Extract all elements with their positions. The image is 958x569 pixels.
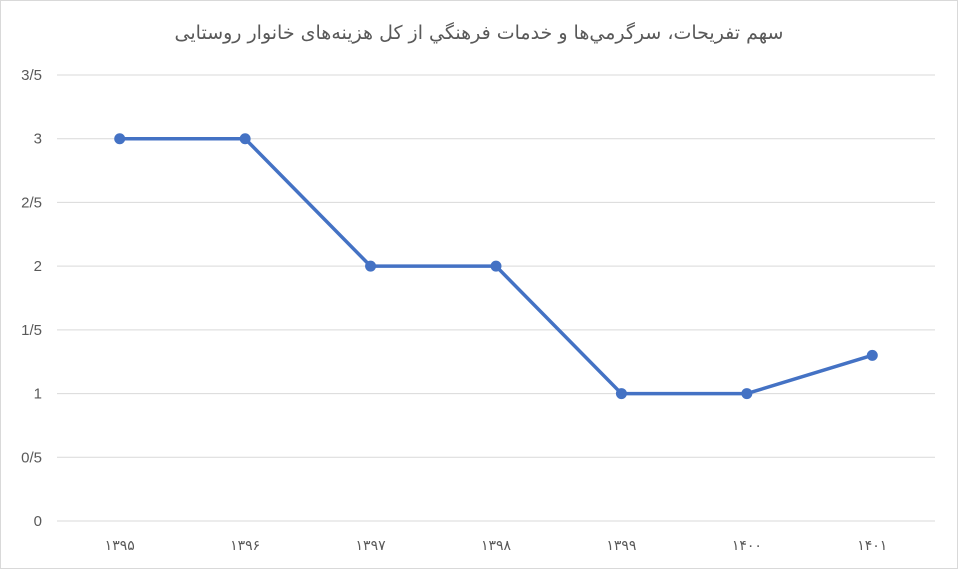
x-tick-label: ۱۴۰۰ — [732, 538, 762, 554]
y-tick-label: 3 — [34, 131, 42, 148]
y-tick-label: 2/5 — [21, 194, 42, 211]
data-point — [741, 388, 753, 400]
x-tick-label: ۱۳۹۸ — [481, 538, 512, 554]
data-point — [114, 133, 126, 145]
x-tick-label: ۱۴۰۱ — [857, 538, 887, 554]
data-point — [490, 260, 502, 272]
series-points — [114, 133, 878, 400]
y-tick-label: 2 — [34, 258, 42, 275]
x-tick-label: ۱۳۹۷ — [356, 538, 387, 554]
data-point — [615, 388, 627, 400]
y-tick-label: 1 — [34, 386, 42, 403]
x-axis-ticks: ۱۳۹۵ ۱۳۹۶ ۱۳۹۷ ۱۳۹۸ ۱۳۹۹ ۱۴۰۰ ۱۴۰۱ — [105, 538, 887, 554]
data-point — [866, 349, 878, 361]
data-point — [365, 260, 377, 272]
y-tick-label: 0/5 — [21, 449, 42, 466]
y-tick-label: 0 — [34, 513, 42, 530]
data-point — [239, 133, 251, 145]
x-tick-label: ۱۳۹۶ — [230, 538, 260, 554]
y-tick-label: 1/5 — [21, 322, 42, 339]
y-axis-ticks: 0 0/5 1 1/5 2 2/5 3 3/5 — [21, 67, 42, 530]
gridlines — [57, 74, 935, 522]
x-tick-label: ۱۳۹۵ — [105, 538, 135, 554]
chart-title: سهم تفريحات، سرگرمي‌ها و خدمات فرهنگي از… — [174, 22, 784, 44]
x-tick-label: ۱۳۹۹ — [606, 538, 636, 554]
y-tick-label: 3/5 — [21, 67, 42, 84]
